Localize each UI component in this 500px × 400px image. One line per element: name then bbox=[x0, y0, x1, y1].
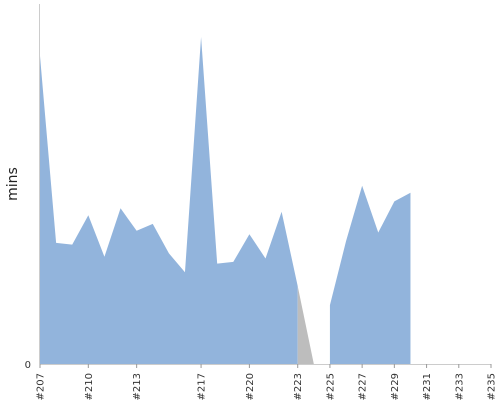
x-tick-label: #220 bbox=[245, 373, 256, 400]
x-tick-label: #235 bbox=[487, 373, 498, 400]
y-tick-label: 0 bbox=[25, 360, 31, 371]
area-segment-passed-0 bbox=[40, 37, 298, 364]
x-tick-label: #233 bbox=[454, 373, 465, 400]
x-tick-label: #229 bbox=[390, 373, 401, 400]
area-series bbox=[40, 37, 411, 364]
area-segment-passed-4 bbox=[329, 185, 411, 364]
x-tick-label: #223 bbox=[293, 373, 304, 400]
x-tick-label: #210 bbox=[84, 373, 95, 400]
x-tick-label: #207 bbox=[36, 373, 47, 400]
x-tick-label: #227 bbox=[358, 373, 369, 400]
y-ticks: 0 bbox=[25, 360, 31, 371]
x-tick-label: #225 bbox=[325, 373, 336, 400]
x-tick-label: #231 bbox=[422, 373, 433, 400]
x-tick-label: #213 bbox=[132, 373, 143, 400]
area-segment-failed-1 bbox=[297, 286, 314, 364]
y-axis-title: mins bbox=[5, 167, 21, 201]
x-tick-label: #217 bbox=[197, 373, 208, 400]
x-ticks: #207 #210 #213 #217 #220 #223 #225 #227 #229 #231… bbox=[36, 364, 498, 400]
